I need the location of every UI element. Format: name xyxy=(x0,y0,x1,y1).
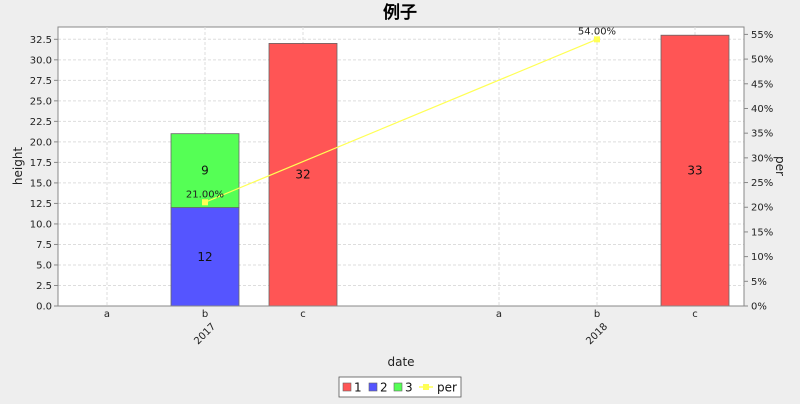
bar-value-label: 9 xyxy=(201,164,209,178)
y-tick-label: 27.5 xyxy=(30,76,52,87)
x-axis-label: date xyxy=(387,355,414,369)
legend-label-per: per xyxy=(437,381,457,395)
y2-tick-label: 25% xyxy=(751,178,773,189)
bar-segment-series-1 xyxy=(268,43,338,307)
y2-tick-label: 15% xyxy=(751,227,773,238)
y-tick-label: 12.5 xyxy=(30,199,52,210)
x-tick-label: a xyxy=(496,309,502,320)
bar-value-label: 33 xyxy=(687,164,702,178)
x-tick-label: c xyxy=(300,309,306,320)
bar-segment-series-1 xyxy=(660,34,730,307)
legend-label-3: 3 xyxy=(405,381,413,395)
legend-swatch-3 xyxy=(393,382,403,392)
y-tick-label: 32.5 xyxy=(30,35,52,46)
y2-tick-label: 55% xyxy=(751,30,773,41)
per-line-path xyxy=(204,38,598,203)
y-tick-label: 25.0 xyxy=(30,96,52,107)
y-tick-label: 22.5 xyxy=(30,117,52,128)
bar-segment-series-2 xyxy=(170,207,240,307)
legend-label-1: 1 xyxy=(354,381,362,395)
x-tick-label: b xyxy=(202,309,208,320)
y2-tick-label: 50% xyxy=(751,55,773,66)
y-axis-label: height xyxy=(11,147,25,186)
y2-tick-label: 45% xyxy=(751,79,773,90)
x-tick-label: b xyxy=(594,309,600,320)
y2-tick-label: 10% xyxy=(751,252,773,263)
plot-area xyxy=(57,26,745,307)
y-tick-label: 2.5 xyxy=(36,281,52,292)
y-tick-label: 5.0 xyxy=(36,260,52,271)
per-point-marker xyxy=(594,36,600,43)
x-group-label: 2017 xyxy=(192,321,218,347)
legend-marker-per xyxy=(423,384,429,390)
legend-label-2: 2 xyxy=(380,381,388,395)
y-tick-label: 10.0 xyxy=(30,219,52,230)
bar-value-label: 32 xyxy=(295,168,310,182)
bar-value-label: 12 xyxy=(197,250,212,264)
bar-segment-series-3 xyxy=(170,133,240,208)
y2-tick-label: 35% xyxy=(751,129,773,140)
y2-tick-label: 5% xyxy=(751,277,767,288)
per-line: 21.00% 54.00% xyxy=(186,26,616,206)
bars: 12 9 32 33 xyxy=(170,34,730,307)
legend-swatch-2 xyxy=(368,382,378,392)
y2-axis-label: per xyxy=(773,156,787,176)
y-tick-label: 17.5 xyxy=(30,158,52,169)
y2-tick-label: 20% xyxy=(751,203,773,214)
y2-tick-label: 30% xyxy=(751,153,773,164)
y-tick-label: 20.0 xyxy=(30,137,52,148)
y2-tick-label: 40% xyxy=(751,104,773,115)
y-tick-label: 7.5 xyxy=(36,240,52,251)
y-tick-label: 15.0 xyxy=(30,178,52,189)
legend: 1 2 3 per xyxy=(338,376,462,398)
per-point-label: 21.00% xyxy=(186,189,224,200)
x-tick-label: c xyxy=(692,309,698,320)
per-point-label: 54.00% xyxy=(578,26,616,37)
y-tick-label: 30.0 xyxy=(30,55,52,66)
per-point-marker xyxy=(202,199,208,206)
x-tick-label: a xyxy=(104,309,110,320)
legend-swatch-1 xyxy=(342,382,352,392)
x-group-label: 2018 xyxy=(584,321,610,347)
axes: 0.0 2.5 5.0 7.5 10.0 12.5 15.0 17.5 20.0 22.5 25.0… xyxy=(30,27,773,347)
y2-tick-label: 0% xyxy=(751,302,767,313)
chart-title: 例子 xyxy=(383,2,417,23)
y-tick-label: 0.0 xyxy=(36,302,52,313)
